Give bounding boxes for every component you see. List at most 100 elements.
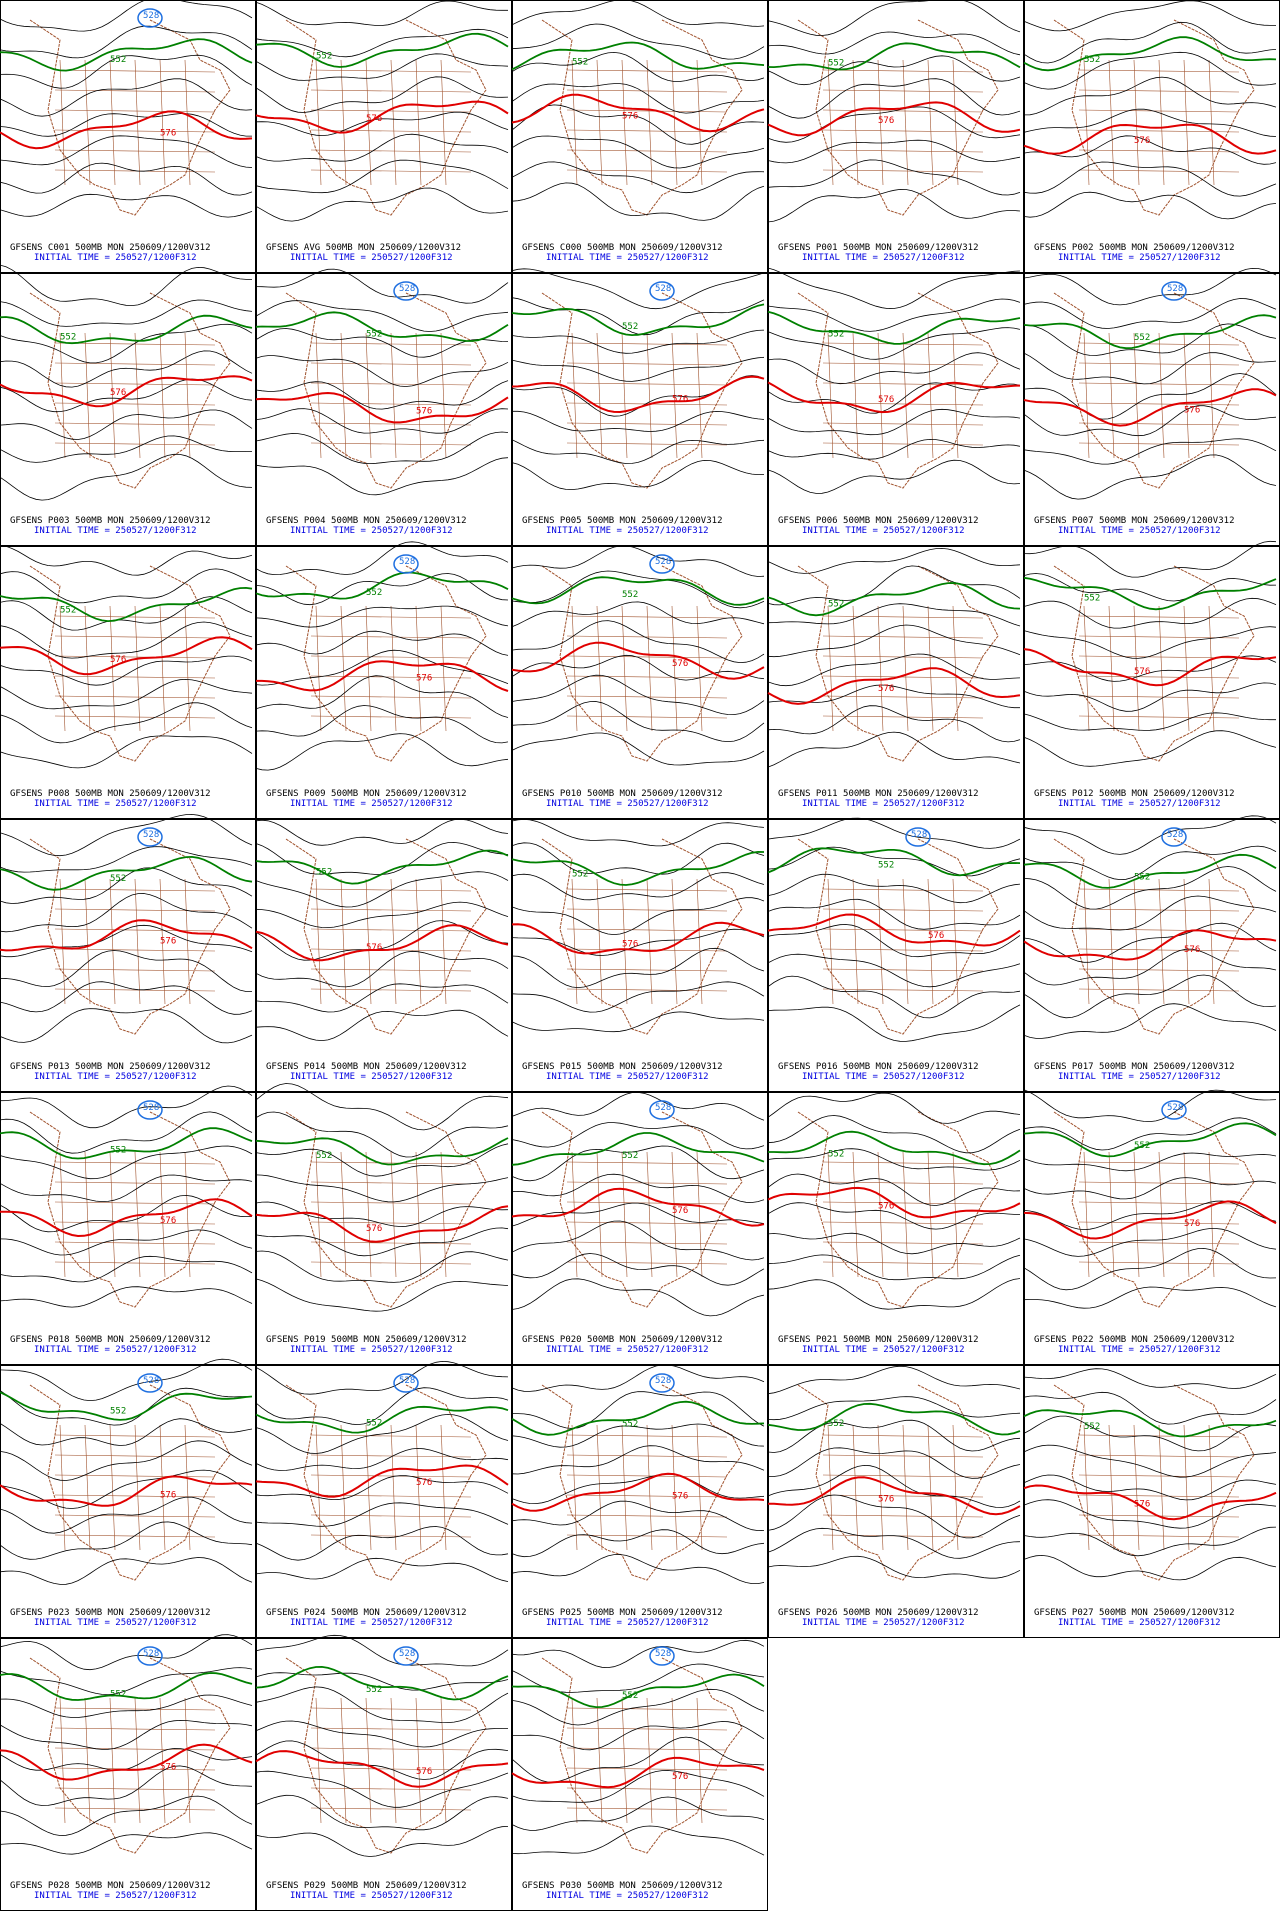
panel-title: GFSENS P029 500MB MON 250609/1200V312 xyxy=(266,1881,466,1891)
state-border xyxy=(310,1241,472,1245)
height-contour xyxy=(767,873,1021,904)
state-border xyxy=(566,715,728,719)
contour-528 xyxy=(905,827,931,847)
height-contour xyxy=(1023,1554,1277,1581)
contour-label: 528 xyxy=(143,1103,159,1113)
panel-init-time: INITIAL TIME = 250527/1200F312 xyxy=(546,1345,709,1355)
state-border xyxy=(1078,968,1240,972)
state-border xyxy=(54,1707,216,1711)
panel-init-time: INITIAL TIME = 250527/1200F312 xyxy=(34,253,197,263)
map-panel: 552 576 GFSENS P012 500MB MON 250609/1200V… xyxy=(1023,540,1280,819)
contour-label: 576 xyxy=(1184,1219,1200,1229)
height-contour xyxy=(767,898,1021,930)
contour-576 xyxy=(511,1472,765,1512)
state-border xyxy=(1133,59,1140,186)
height-contour xyxy=(255,818,509,846)
contour-label: 552 xyxy=(828,59,844,69)
panel-border xyxy=(768,819,1024,1092)
contour-label: 576 xyxy=(160,1216,176,1226)
contour-576 xyxy=(767,913,1021,947)
height-contour xyxy=(767,624,1021,658)
state-border xyxy=(109,332,116,459)
contour-label: 552 xyxy=(828,329,844,339)
map-panel: 552 576 GFSENS P019 500MB MON 250609/1200V… xyxy=(255,1083,512,1365)
state-border xyxy=(1083,878,1090,1005)
state-border xyxy=(852,605,859,732)
contour-label: 552 xyxy=(878,861,894,871)
state-border xyxy=(822,382,984,386)
contour-552 xyxy=(0,586,253,623)
contour-576 xyxy=(1023,648,1277,687)
contour-label: 528 xyxy=(143,1376,159,1386)
state-border xyxy=(54,1181,216,1185)
contour-552 xyxy=(511,1132,765,1166)
contour-576 xyxy=(767,667,1021,705)
panel-border xyxy=(1024,546,1280,819)
contour-528 xyxy=(649,554,675,574)
contour-528 xyxy=(393,281,419,301)
height-contour xyxy=(512,410,765,432)
height-contour xyxy=(0,1440,253,1481)
height-contour xyxy=(1023,1415,1277,1452)
state-border xyxy=(340,59,347,186)
state-border xyxy=(566,888,728,892)
state-border xyxy=(822,908,984,912)
state-border xyxy=(827,878,834,1005)
state-border xyxy=(84,878,91,1005)
height-contour xyxy=(255,1502,509,1527)
state-border xyxy=(1078,1201,1240,1205)
panel-title: GFSENS P005 500MB MON 250609/1200V312 xyxy=(522,516,722,526)
state-border xyxy=(1158,332,1165,459)
coastline xyxy=(541,1657,743,1854)
state-border xyxy=(822,1201,984,1205)
height-contour xyxy=(511,1529,765,1558)
state-border xyxy=(340,1697,347,1824)
state-border xyxy=(1108,1151,1115,1278)
contour-label: 576 xyxy=(416,1767,432,1777)
state-border xyxy=(54,109,216,113)
contour-label: 552 xyxy=(366,1685,382,1695)
state-border xyxy=(365,605,372,732)
state-border xyxy=(1108,59,1115,186)
state-border xyxy=(1078,675,1240,679)
state-border xyxy=(1078,1261,1240,1265)
height-contour xyxy=(255,380,509,410)
height-contour xyxy=(0,1111,253,1154)
height-contour xyxy=(0,596,253,631)
state-border xyxy=(134,1697,141,1824)
state-border xyxy=(1078,342,1240,346)
map-panel: 552 576 GFSENS P001 500MB MON 250609/1200V… xyxy=(767,0,1024,273)
height-contour xyxy=(0,0,253,32)
state-border xyxy=(596,605,603,732)
height-contour xyxy=(0,135,253,168)
coastline xyxy=(541,838,743,1035)
state-border xyxy=(315,59,322,186)
state-border xyxy=(440,878,447,1005)
panel-init-time: INITIAL TIME = 250527/1200F312 xyxy=(802,1345,965,1355)
height-contour xyxy=(767,975,1021,1019)
state-border xyxy=(596,1697,603,1824)
height-contour xyxy=(255,1720,508,1748)
height-contour xyxy=(1023,191,1277,220)
height-contour xyxy=(1023,135,1277,165)
panel-init-time: INITIAL TIME = 250527/1200F312 xyxy=(546,1618,709,1628)
panel-border xyxy=(0,819,256,1092)
contour-576 xyxy=(0,375,253,408)
height-contour xyxy=(1023,730,1277,767)
coastline xyxy=(1053,292,1255,489)
height-contour xyxy=(0,453,253,501)
height-contour xyxy=(1023,712,1276,731)
state-border xyxy=(365,878,372,1005)
state-border xyxy=(1078,69,1240,73)
contour-label: 576 xyxy=(416,1478,432,1488)
coastline xyxy=(1053,565,1255,762)
state-border xyxy=(54,675,216,679)
contour-552 xyxy=(511,1400,765,1436)
state-border xyxy=(877,605,884,732)
state-border xyxy=(1083,1151,1090,1278)
contour-label: 528 xyxy=(399,1649,415,1659)
state-border xyxy=(566,635,728,639)
height-contour xyxy=(255,28,509,58)
contour-576 xyxy=(511,1187,765,1227)
state-border xyxy=(1078,362,1240,366)
